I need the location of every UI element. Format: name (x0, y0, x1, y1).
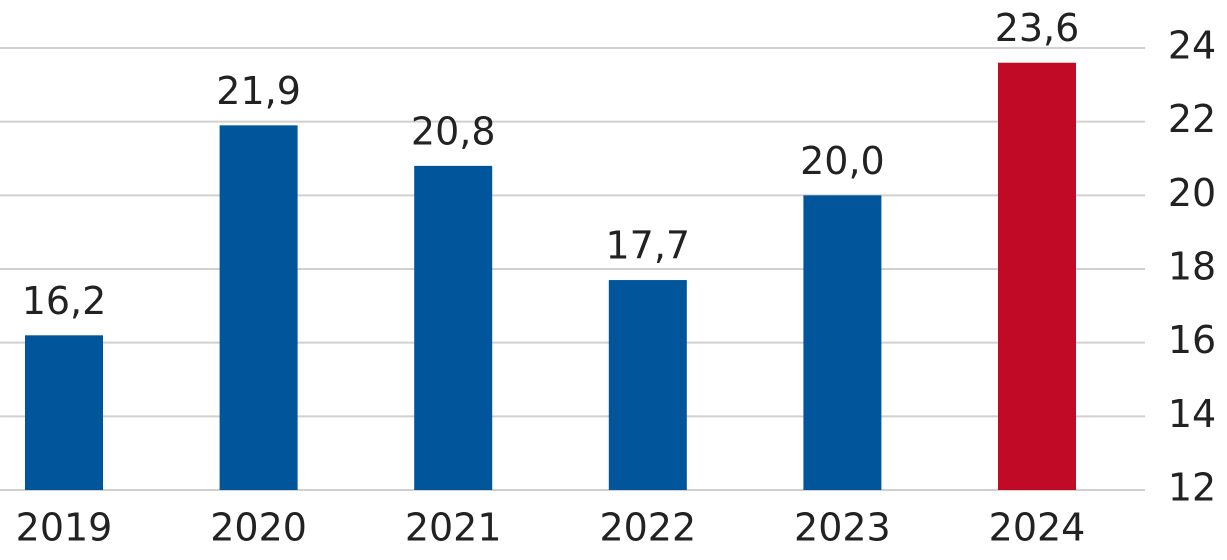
x-tick-label: 2023 (794, 506, 891, 550)
value-label: 16,2 (22, 279, 107, 323)
x-tick-label: 2021 (405, 506, 502, 550)
x-tick-label: 2019 (16, 506, 113, 550)
value-label: 23,6 (995, 6, 1080, 50)
y-tick-label: 16 (1168, 318, 1216, 362)
x-tick-label: 2024 (989, 506, 1086, 550)
value-label: 20,8 (411, 109, 496, 153)
bar (219, 125, 298, 490)
x-tick-label: 2020 (210, 506, 307, 550)
y-tick-label: 24 (1168, 24, 1216, 68)
x-tick-label: 2022 (599, 506, 696, 550)
y-tick-label: 22 (1168, 97, 1216, 141)
bar (608, 280, 687, 490)
y-tick-label: 12 (1168, 466, 1216, 510)
bar (998, 62, 1076, 490)
bar (803, 195, 882, 491)
y-tick-label: 18 (1168, 245, 1216, 289)
bar (25, 335, 103, 490)
value-label: 20,0 (800, 139, 885, 183)
y-tick-label: 20 (1168, 171, 1216, 215)
y-tick-label: 14 (1168, 392, 1216, 436)
value-label: 21,9 (216, 69, 301, 113)
bar (414, 165, 493, 490)
value-label: 17,7 (605, 224, 690, 268)
